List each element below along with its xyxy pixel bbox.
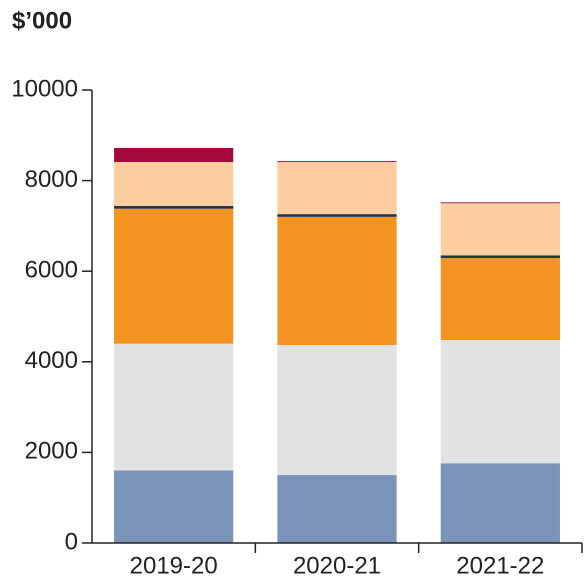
bar-segment	[277, 162, 397, 215]
y-tick-label: 2000	[25, 438, 78, 465]
chart-title: $’000	[12, 7, 72, 34]
bar-segment	[440, 463, 560, 543]
bar-segment	[114, 162, 234, 206]
x-tick-label: 2020-21	[293, 552, 381, 579]
bar-segment	[277, 161, 397, 163]
bar-segment	[114, 470, 234, 543]
bar-segment	[277, 345, 397, 476]
bar-segment	[277, 216, 397, 346]
y-tick-label: 0	[65, 528, 78, 555]
bar-segment	[114, 343, 234, 471]
x-tick-label: 2021-22	[456, 552, 544, 579]
bar-segment	[440, 203, 560, 256]
y-tick-label: 10000	[11, 75, 78, 102]
bar-segment	[114, 208, 234, 344]
y-tick-label: 4000	[25, 347, 78, 374]
bar-segment	[440, 202, 560, 204]
bar-segment	[277, 214, 397, 217]
y-tick-label: 8000	[25, 166, 78, 193]
bar-segment	[440, 258, 560, 341]
bar-segment	[114, 205, 234, 209]
bar-segment	[440, 340, 560, 464]
y-tick-label: 6000	[25, 257, 78, 284]
bar-segment	[114, 147, 234, 163]
bar-segment	[277, 475, 397, 543]
bar-segment	[440, 255, 560, 259]
x-tick-label: 2019-20	[130, 552, 218, 579]
